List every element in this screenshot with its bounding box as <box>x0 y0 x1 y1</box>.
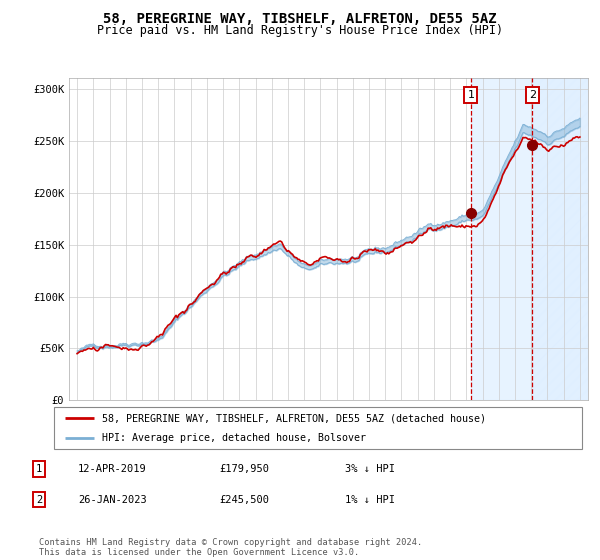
Text: 58, PEREGRINE WAY, TIBSHELF, ALFRETON, DE55 5AZ (detached house): 58, PEREGRINE WAY, TIBSHELF, ALFRETON, D… <box>101 413 485 423</box>
Text: HPI: Average price, detached house, Bolsover: HPI: Average price, detached house, Bols… <box>101 433 365 443</box>
Text: 12-APR-2019: 12-APR-2019 <box>78 464 147 474</box>
Bar <box>471 78 588 400</box>
Text: £245,500: £245,500 <box>219 494 269 505</box>
Text: 3% ↓ HPI: 3% ↓ HPI <box>345 464 395 474</box>
Text: Contains HM Land Registry data © Crown copyright and database right 2024.
This d: Contains HM Land Registry data © Crown c… <box>39 538 422 557</box>
Text: 26-JAN-2023: 26-JAN-2023 <box>78 494 147 505</box>
Text: 1: 1 <box>467 90 475 100</box>
Text: 1% ↓ HPI: 1% ↓ HPI <box>345 494 395 505</box>
Text: 1: 1 <box>36 464 42 474</box>
Text: 58, PEREGRINE WAY, TIBSHELF, ALFRETON, DE55 5AZ: 58, PEREGRINE WAY, TIBSHELF, ALFRETON, D… <box>103 12 497 26</box>
Text: Price paid vs. HM Land Registry's House Price Index (HPI): Price paid vs. HM Land Registry's House … <box>97 24 503 36</box>
Bar <box>532 78 588 400</box>
FancyBboxPatch shape <box>54 407 582 449</box>
Text: £179,950: £179,950 <box>219 464 269 474</box>
Text: 2: 2 <box>529 90 536 100</box>
Text: 2: 2 <box>36 494 42 505</box>
